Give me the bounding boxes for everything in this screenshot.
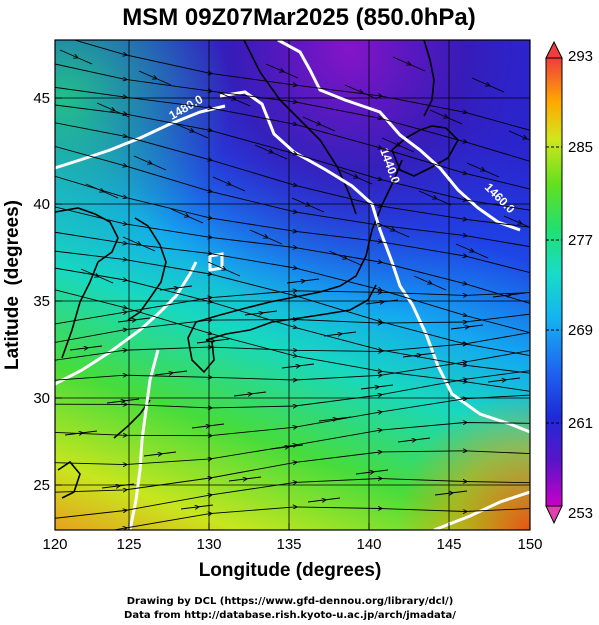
streamline xyxy=(111,507,530,530)
streamline xyxy=(429,109,463,125)
streamline xyxy=(59,49,93,65)
colorbar-bottom-arrow xyxy=(545,505,563,525)
x-tick-label: 145 xyxy=(436,536,461,553)
streamline xyxy=(55,332,530,361)
streamline xyxy=(418,190,452,206)
streamline xyxy=(302,116,336,132)
streamline xyxy=(466,162,500,178)
colorbar-body xyxy=(545,57,563,507)
y-tick-label: 25 xyxy=(33,477,50,494)
wind-streamlines xyxy=(55,40,530,530)
streamline xyxy=(138,70,172,86)
streamline xyxy=(492,292,526,297)
x-tick-label: 135 xyxy=(276,536,301,553)
colorbar-tick-label: 253 xyxy=(568,505,593,522)
streamline xyxy=(286,278,320,283)
streamline xyxy=(228,476,262,481)
streamline xyxy=(233,391,267,396)
streamline xyxy=(196,338,230,343)
colorbar-top-arrow xyxy=(545,40,563,59)
streamline xyxy=(450,324,484,329)
y-axis-title: Latitude (degrees) xyxy=(2,200,23,370)
colorbar-tick-label: 261 xyxy=(568,415,593,432)
map-title: MSM 09Z07Mar2025 (850.0hPa) xyxy=(122,4,476,31)
streamline xyxy=(122,236,156,252)
streamline xyxy=(212,176,246,192)
streamline xyxy=(323,331,357,336)
streamline xyxy=(265,63,299,79)
streamline xyxy=(307,497,341,502)
y-tick-label: 40 xyxy=(33,196,50,213)
streamline xyxy=(402,352,436,357)
x-tick-label: 125 xyxy=(116,536,141,553)
streamline xyxy=(503,215,530,228)
streamline xyxy=(191,423,225,428)
y-tick-label: 45 xyxy=(33,90,50,107)
streamline xyxy=(154,370,188,375)
taiwan-coast xyxy=(57,460,81,499)
streamline xyxy=(392,56,426,72)
streamline xyxy=(101,483,135,488)
x-axis-title: Longitude (degrees) xyxy=(199,560,382,581)
streamline xyxy=(80,268,114,284)
y-tick-label: 35 xyxy=(33,293,50,310)
colorbar-tick-label: 277 xyxy=(568,232,593,249)
x-axis: 120 125 130 135 140 145 150 Longitude (d… xyxy=(42,523,543,581)
streamline xyxy=(249,229,283,245)
streamline xyxy=(455,243,489,259)
streamline xyxy=(175,123,209,139)
streamline xyxy=(117,317,151,322)
colorbar-tick-label: 285 xyxy=(568,139,593,156)
streamline xyxy=(397,437,431,442)
streamline xyxy=(270,444,304,449)
streamline xyxy=(106,398,140,403)
streamline xyxy=(217,91,251,107)
x-tick-label: 120 xyxy=(42,536,67,553)
streamline xyxy=(159,285,193,290)
streamline xyxy=(170,208,204,224)
streamline xyxy=(96,102,130,118)
streamline xyxy=(55,291,530,325)
colorbar-tick-label: 269 xyxy=(568,322,593,339)
plot-frame xyxy=(54,39,531,531)
streamline xyxy=(55,313,530,343)
streamline xyxy=(244,310,278,315)
credit-data-source: Data from http://database.rish.kyoto-u.a… xyxy=(124,610,456,621)
y-tick-label: 30 xyxy=(33,390,50,407)
streamline xyxy=(344,84,378,100)
x-tick-label: 130 xyxy=(196,536,221,553)
streamline xyxy=(180,504,214,509)
streamline xyxy=(133,155,167,171)
streamline xyxy=(143,451,177,456)
streamline xyxy=(413,275,447,291)
streamline xyxy=(328,250,362,266)
streamline xyxy=(254,144,288,160)
plot-area: 1480.0 1440.0 1460.0 xyxy=(55,40,530,530)
x-tick-label: 150 xyxy=(517,536,542,553)
streamline xyxy=(381,137,415,153)
streamline xyxy=(64,430,98,435)
streamline xyxy=(365,299,399,304)
colorbar-tick-label: 293 xyxy=(568,48,593,65)
streamline xyxy=(339,169,373,185)
streamline xyxy=(69,345,103,350)
streamline xyxy=(487,377,521,382)
streamline xyxy=(360,384,394,389)
credit-drawing: Drawing by DCL (https://www.gfd-dennou.o… xyxy=(127,596,454,607)
colorbar: 293 285 277 269 261 253 xyxy=(545,40,593,525)
streamline xyxy=(508,130,530,141)
streamline xyxy=(291,197,325,213)
streamline xyxy=(318,416,352,421)
streamline xyxy=(434,490,468,495)
streamline xyxy=(281,363,315,368)
streamline xyxy=(376,222,410,238)
streamline xyxy=(471,77,505,93)
streamline xyxy=(355,469,389,474)
y-axis: 25 30 35 40 45 Latitude (degrees) xyxy=(2,90,62,494)
streamline xyxy=(207,261,241,277)
x-tick-label: 140 xyxy=(356,536,381,553)
streamline xyxy=(85,183,119,199)
china-coast xyxy=(55,207,119,359)
